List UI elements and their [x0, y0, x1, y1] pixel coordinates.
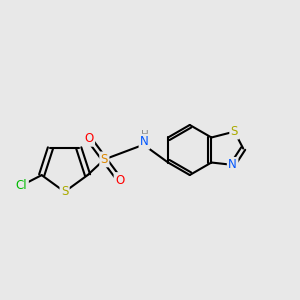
Text: O: O [115, 173, 124, 187]
Text: S: S [231, 125, 238, 138]
Text: S: S [101, 153, 108, 166]
Text: S: S [61, 185, 68, 198]
Text: H: H [140, 130, 148, 140]
Text: N: N [140, 135, 149, 148]
Text: Cl: Cl [16, 179, 27, 192]
Text: O: O [84, 132, 94, 145]
Text: N: N [228, 158, 237, 171]
